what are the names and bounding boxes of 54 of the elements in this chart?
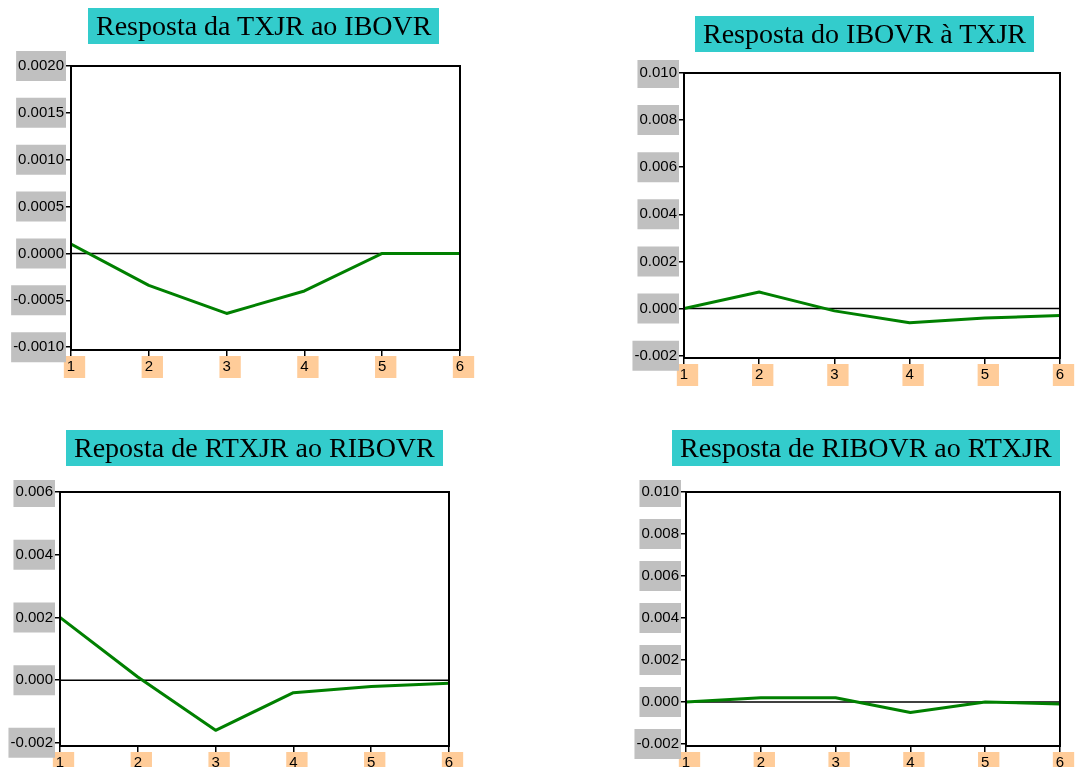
y-tick-label: 0.0020	[18, 56, 64, 74]
x-tick-label: 5	[981, 753, 990, 767]
y-tick-label: 0.0010	[18, 149, 64, 167]
y-tick-label: -0.002	[634, 345, 677, 363]
y-tick-label: 0.006	[639, 157, 677, 175]
x-tick-label: 5	[367, 753, 376, 767]
y-tick-label: -0.002	[10, 733, 53, 750]
y-tick-label: 0.002	[641, 650, 679, 668]
y-tick-label: 0.000	[15, 670, 53, 688]
x-tick-label: 1	[679, 365, 689, 383]
x-tick-label: 4	[905, 365, 914, 383]
x-tick-label: 4	[300, 357, 309, 375]
y-tick-label: 0.006	[641, 566, 679, 584]
chart-title: Resposta do IBOVR à TXJR	[695, 16, 1035, 52]
y-tick-label: 0.010	[641, 482, 679, 500]
x-tick-label: 6	[455, 357, 465, 375]
y-tick-label: -0.002	[636, 734, 679, 752]
y-tick-label: 0.000	[641, 692, 679, 710]
chart-title: Resposta da TXJR ao IBOVR	[88, 8, 440, 44]
chart-title: Reposta de RTXJR ao RIBOVR	[66, 430, 443, 466]
y-tick-label: 0.010	[639, 63, 677, 81]
x-tick-label: 6	[444, 753, 454, 767]
x-tick-label: 6	[1055, 365, 1065, 383]
x-tick-label: 3	[211, 753, 220, 767]
x-tick-label: 2	[756, 753, 765, 767]
x-tick-label: 2	[133, 753, 142, 767]
x-tick-label: 1	[681, 753, 691, 767]
x-tick-label: 4	[906, 753, 915, 767]
y-tick-label: 0.006	[15, 482, 53, 500]
x-tick-label: 5	[378, 357, 387, 375]
chart-title: Resposta de RIBOVR ao RTXJR	[672, 430, 1060, 466]
y-tick-label: 0.004	[639, 204, 677, 222]
x-tick-label: 6	[1055, 753, 1065, 767]
y-tick-label: 0.008	[639, 110, 677, 128]
x-tick-label: 5	[980, 365, 989, 383]
y-tick-label: 0.0000	[18, 243, 64, 261]
y-tick-label: 0.002	[639, 251, 677, 269]
y-tick-label: -0.0005	[13, 290, 64, 308]
y-tick-label: 0.000	[639, 298, 677, 316]
y-tick-label: -0.0010	[13, 337, 64, 355]
x-tick-label: 3	[831, 753, 840, 767]
y-tick-label: 0.008	[641, 524, 679, 542]
y-tick-label: 0.002	[15, 607, 53, 625]
y-tick-label: 0.0015	[18, 103, 64, 121]
y-tick-label: 0.0005	[18, 196, 64, 214]
y-tick-label: 0.004	[641, 608, 679, 626]
y-tick-label: 0.004	[15, 544, 53, 562]
x-tick-label: 3	[830, 365, 839, 383]
x-tick-label: 2	[755, 365, 764, 383]
x-tick-label: 1	[55, 753, 65, 767]
x-tick-label: 2	[144, 357, 153, 375]
x-tick-label: 1	[66, 357, 76, 375]
x-tick-label: 4	[289, 753, 298, 767]
x-tick-label: 3	[222, 357, 231, 375]
